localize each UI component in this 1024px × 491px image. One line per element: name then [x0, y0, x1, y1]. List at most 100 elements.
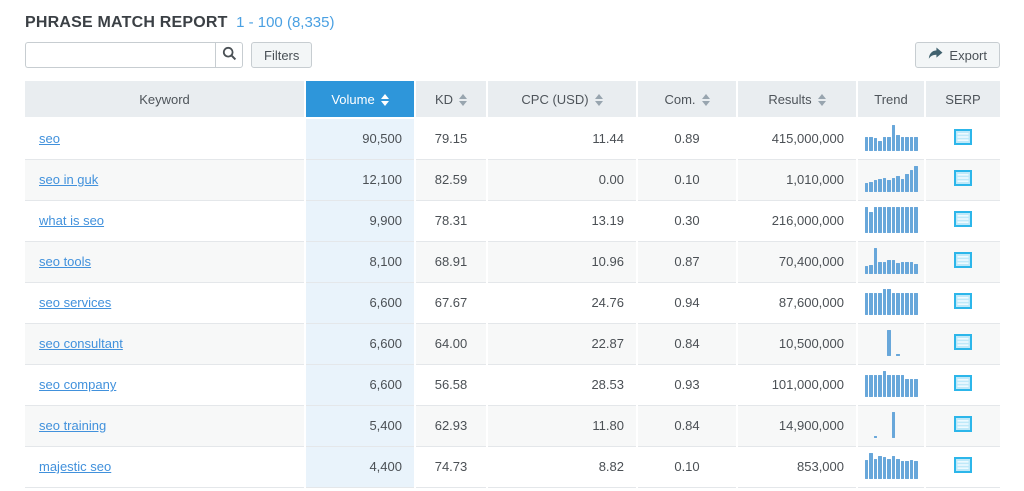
table-row: seo services 6,600 67.67 24.76 0.94 87,6…	[25, 282, 1000, 324]
table-row: seo in guk 12,100 82.59 0.00 0.10 1,010,…	[25, 159, 1000, 201]
com-cell: 0.94	[636, 282, 737, 324]
kd-cell: 64.00	[414, 323, 487, 365]
table-row: seo consultant 6,600 64.00 22.87 0.84 10…	[25, 323, 1000, 365]
serp-button[interactable]	[952, 332, 974, 355]
serp-table-icon	[954, 375, 972, 394]
volume-cell: 12,100	[304, 159, 415, 201]
search-icon	[222, 46, 237, 64]
trend-cell	[856, 323, 925, 365]
kd-cell: 68.91	[414, 241, 487, 283]
cpc-cell: 11.44	[486, 118, 637, 160]
export-button[interactable]: Export	[915, 42, 1000, 68]
volume-cell: 8,100	[304, 241, 415, 283]
trend-cell	[856, 282, 925, 324]
table-body: seo 90,500 79.15 11.44 0.89 415,000,000 …	[25, 118, 1000, 488]
serp-table-icon	[954, 457, 972, 476]
keyword-link[interactable]: seo in guk	[39, 172, 99, 187]
trend-cell	[856, 446, 925, 488]
com-cell: 0.84	[636, 405, 737, 447]
keyword-cell: seo	[25, 118, 305, 160]
volume-cell: 5,400	[304, 405, 415, 447]
filters-button[interactable]: Filters	[251, 42, 313, 68]
keyword-link[interactable]: seo tools	[39, 254, 92, 269]
keyword-cell: seo training	[25, 405, 305, 447]
trend-sparkline	[864, 451, 918, 479]
volume-cell: 6,600	[304, 323, 415, 365]
volume-cell: 6,600	[304, 282, 415, 324]
cpc-cell: 28.53	[486, 364, 637, 406]
column-header-kd[interactable]: KD	[414, 81, 487, 119]
serp-table-icon	[954, 211, 972, 230]
serp-cell	[924, 282, 1000, 324]
table-header-row: Keyword Volume KD CPC (USD) Com. Results	[25, 81, 1000, 119]
column-header-volume[interactable]: Volume	[304, 81, 415, 119]
keyword-link[interactable]: seo training	[39, 418, 107, 433]
keyword-link[interactable]: seo	[39, 131, 60, 147]
serp-table-icon	[954, 334, 972, 353]
results-cell: 216,000,000	[736, 200, 857, 242]
table-row: majestic seo 4,400 74.73 8.82 0.10 853,0…	[25, 446, 1000, 488]
serp-table-icon	[954, 416, 972, 435]
keyword-link[interactable]: seo company	[39, 377, 117, 392]
serp-table-icon	[954, 293, 972, 312]
serp-button[interactable]	[952, 127, 974, 150]
sort-arrows-icon	[594, 94, 603, 107]
results-cell: 87,600,000	[736, 282, 857, 324]
trend-sparkline	[864, 246, 918, 274]
kd-cell: 79.15	[414, 118, 487, 160]
table-row: seo company 6,600 56.58 28.53 0.93 101,0…	[25, 364, 1000, 406]
column-header-serp: SERP	[924, 81, 1000, 119]
toolbar-left: Filters	[25, 42, 313, 68]
serp-button[interactable]	[952, 250, 974, 273]
keyword-cell: seo company	[25, 364, 305, 406]
serp-cell	[924, 200, 1000, 242]
serp-cell	[924, 118, 1000, 160]
trend-cell	[856, 159, 925, 201]
serp-table-icon	[954, 129, 972, 148]
serp-button[interactable]	[952, 168, 974, 191]
trend-cell	[856, 118, 925, 160]
sort-arrows-icon	[701, 94, 710, 107]
trend-cell	[856, 241, 925, 283]
column-header-com[interactable]: Com.	[636, 81, 737, 119]
serp-cell	[924, 323, 1000, 365]
column-header-cpc[interactable]: CPC (USD)	[486, 81, 637, 119]
serp-cell	[924, 364, 1000, 406]
keyword-link[interactable]: seo services	[39, 295, 112, 310]
column-header-trend: Trend	[856, 81, 925, 119]
trend-cell	[856, 405, 925, 447]
keyword-link[interactable]: majestic seo	[39, 459, 112, 474]
keyword-link[interactable]: what is seo	[39, 213, 105, 228]
trend-sparkline	[864, 123, 918, 152]
com-cell: 0.84	[636, 323, 737, 365]
kd-cell: 62.93	[414, 405, 487, 447]
serp-button[interactable]	[952, 373, 974, 396]
table-row: seo 90,500 79.15 11.44 0.89 415,000,000	[25, 118, 1000, 160]
search-button[interactable]	[215, 42, 243, 68]
serp-button[interactable]	[952, 209, 974, 232]
search-input[interactable]	[25, 42, 215, 68]
serp-button[interactable]	[952, 455, 974, 478]
results-cell: 14,900,000	[736, 405, 857, 447]
volume-cell: 6,600	[304, 364, 415, 406]
com-cell: 0.93	[636, 364, 737, 406]
serp-button[interactable]	[952, 414, 974, 437]
column-header-results[interactable]: Results	[736, 81, 857, 119]
sort-arrows-icon	[459, 94, 468, 107]
keyword-link[interactable]: seo consultant	[39, 336, 123, 351]
results-cell: 415,000,000	[736, 118, 857, 160]
trend-sparkline	[864, 287, 918, 315]
cpc-cell: 11.80	[486, 405, 637, 447]
result-range-label: 1 - 100 (8,335)	[236, 14, 335, 31]
volume-cell: 90,500	[304, 118, 415, 160]
results-cell: 101,000,000	[736, 364, 857, 406]
serp-button[interactable]	[952, 291, 974, 314]
keyword-table: Keyword Volume KD CPC (USD) Com. Results	[25, 81, 1000, 488]
toolbar: Filters Export	[25, 42, 1000, 68]
trend-sparkline	[865, 410, 918, 438]
serp-cell	[924, 405, 1000, 447]
table-row: what is seo 9,900 78.31 13.19 0.30 216,0…	[25, 200, 1000, 242]
com-cell: 0.87	[636, 241, 737, 283]
trend-sparkline	[864, 205, 918, 233]
cpc-cell: 13.19	[486, 200, 637, 242]
